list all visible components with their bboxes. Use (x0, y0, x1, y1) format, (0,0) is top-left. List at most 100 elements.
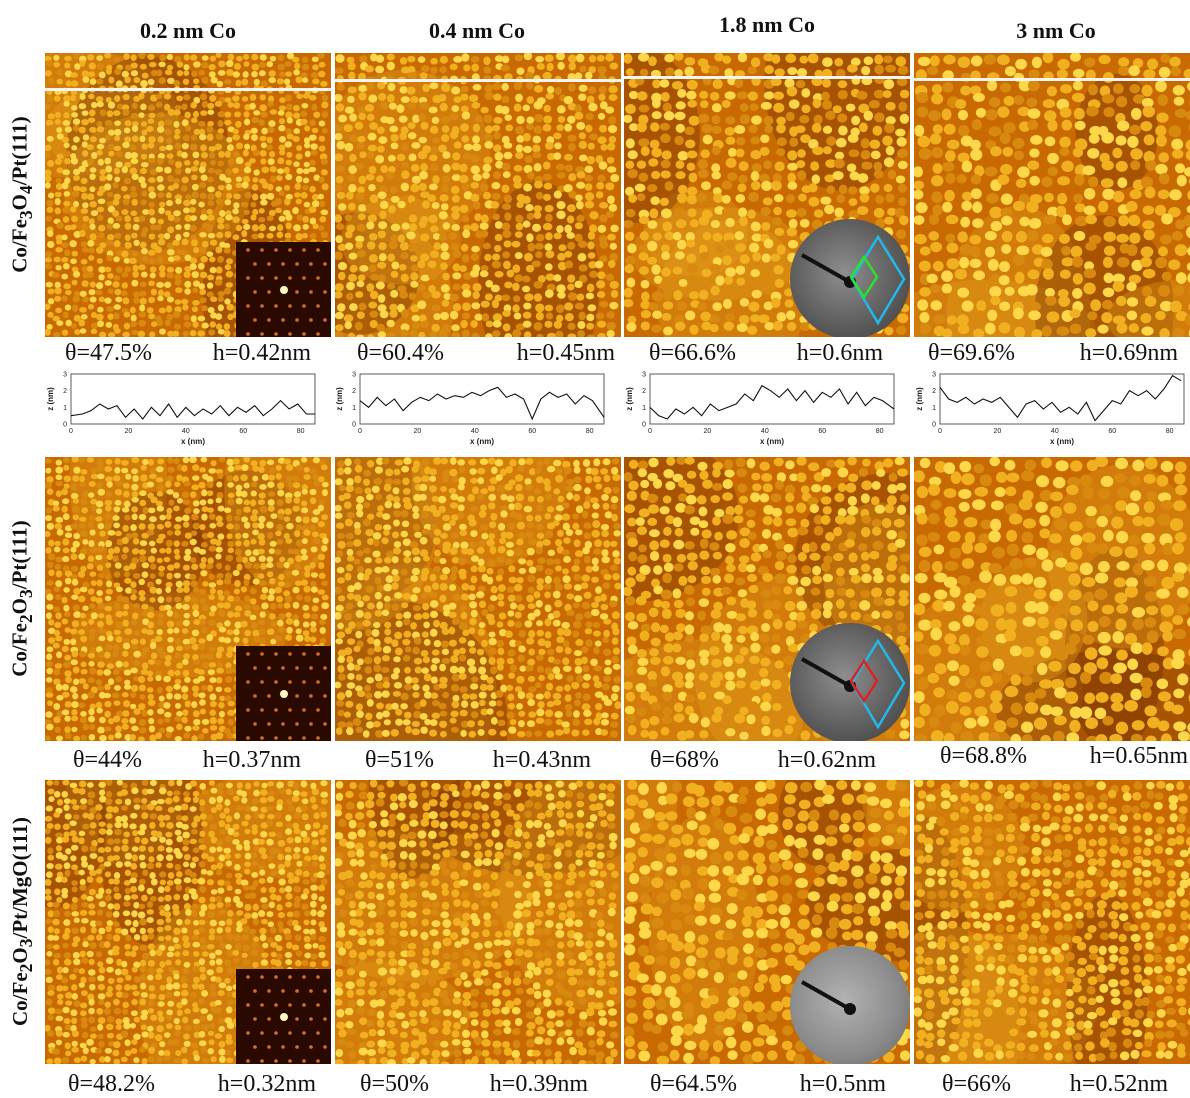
x-tick-label: 60 (818, 428, 826, 435)
substrate-unit-cell (852, 641, 904, 727)
x-tick-label: 0 (69, 428, 73, 435)
x-axis-label: x (nm) (1050, 437, 1074, 446)
scan-line (45, 88, 331, 91)
y-tick-label: 3 (352, 372, 356, 379)
stm-topography (914, 457, 1190, 741)
caption-r1c2: θ=60.4%h=0.45nm (357, 340, 615, 367)
scan-line (624, 76, 910, 79)
leed-pattern-inset (790, 219, 910, 337)
plot-frame (360, 374, 604, 424)
caption-r3c3: θ=64.5%h=0.5nm (650, 1071, 886, 1098)
x-tick-label: 40 (471, 428, 479, 435)
stm-topography (914, 53, 1190, 337)
caption-r2c2: θ=51%h=0.43nm (365, 747, 591, 774)
y-tick-label: 1 (642, 405, 646, 412)
x-tick-label: 60 (1108, 428, 1116, 435)
column-title-0-4nm: 0.4 nm Co (334, 18, 620, 44)
caption-r3c4: θ=66%h=0.52nm (942, 1071, 1168, 1098)
fft-center-spot (280, 1013, 288, 1021)
stm-image-r3c2 (335, 780, 621, 1064)
column-title-1-8nm: 1.8 nm Co (624, 12, 910, 38)
y-tick-label: 0 (63, 422, 67, 429)
x-tick-label: 80 (1166, 428, 1174, 435)
column-title-3nm: 3 nm Co (913, 18, 1190, 44)
fft-inset (236, 646, 331, 741)
scan-line (914, 78, 1190, 81)
x-axis-label: x (nm) (470, 437, 494, 446)
stm-image-r1c1 (45, 53, 331, 337)
column-title-0-2nm: 0.2 nm Co (45, 18, 331, 44)
stm-image-r3c3 (624, 780, 910, 1064)
caption-r1c3: θ=66.6%h=0.6nm (649, 340, 883, 367)
plot-frame (940, 374, 1184, 424)
height-profile-line (71, 401, 315, 419)
substrate-unit-cell (852, 237, 904, 323)
height-profile-line (650, 386, 894, 419)
x-tick-label: 40 (182, 428, 190, 435)
fft-center-spot (280, 286, 288, 294)
x-tick-label: 20 (414, 428, 422, 435)
electron-gun-shadow (802, 659, 848, 685)
leed-pattern-inset (790, 623, 910, 741)
x-axis-label: x (nm) (181, 437, 205, 446)
stm-topography (335, 53, 621, 337)
plot-frame (71, 374, 315, 424)
x-tick-label: 40 (761, 428, 769, 435)
row-label-fe2o3-pt-mgo: Co/Fe2O3/Pt/MgO(111) (2, 780, 42, 1064)
stm-image-r3c1 (45, 780, 331, 1064)
stm-image-r2c1 (45, 457, 331, 741)
y-tick-label: 2 (352, 388, 356, 395)
x-tick-label: 0 (648, 428, 652, 435)
y-axis-label: z (nm) (335, 387, 344, 411)
leed-pattern-inset (790, 946, 910, 1064)
y-tick-label: 2 (932, 388, 936, 395)
x-axis-label: x (nm) (760, 437, 784, 446)
y-tick-label: 0 (932, 422, 936, 429)
caption-r1c4: θ=69.6%h=0.69nm (928, 340, 1178, 367)
y-tick-label: 1 (932, 405, 936, 412)
electron-gun-shadow (802, 982, 848, 1008)
y-axis-label: z (nm) (46, 387, 55, 411)
x-tick-label: 80 (586, 428, 594, 435)
overlayer-unit-cell (851, 661, 877, 701)
x-tick-label: 60 (239, 428, 247, 435)
x-tick-label: 0 (938, 428, 942, 435)
y-tick-label: 1 (63, 405, 67, 412)
stm-image-r1c3 (624, 53, 910, 337)
stm-image-r2c4 (914, 457, 1190, 741)
height-profile-line (940, 376, 1181, 421)
plot-frame (650, 374, 894, 424)
scan-line (335, 79, 621, 82)
caption-r2c4: θ=68.8%h=0.65nm (940, 743, 1188, 770)
x-tick-label: 60 (528, 428, 536, 435)
y-tick-label: 3 (932, 372, 936, 379)
caption-r3c1: θ=48.2%h=0.32nm (68, 1071, 316, 1098)
stm-image-r2c2 (335, 457, 621, 741)
x-tick-label: 20 (704, 428, 712, 435)
stm-image-r3c4 (914, 780, 1190, 1064)
caption-r1c1: θ=47.5%h=0.42nm (65, 340, 311, 367)
stm-topography (335, 457, 621, 741)
x-tick-label: 20 (125, 428, 133, 435)
stm-image-r1c4 (914, 53, 1190, 337)
caption-r2c1: θ=44%h=0.37nm (73, 747, 301, 774)
caption-r2c3: θ=68%h=0.62nm (650, 747, 876, 774)
stm-image-r1c2 (335, 53, 621, 337)
stm-image-r2c3 (624, 457, 910, 741)
y-tick-label: 0 (352, 422, 356, 429)
y-tick-label: 2 (63, 388, 67, 395)
fft-inset (236, 242, 331, 337)
x-tick-label: 0 (358, 428, 362, 435)
y-axis-label: z (nm) (625, 387, 634, 411)
x-tick-label: 80 (876, 428, 884, 435)
y-axis-label: z (nm) (915, 387, 924, 411)
x-tick-label: 20 (994, 428, 1002, 435)
y-tick-label: 3 (642, 372, 646, 379)
fft-inset (236, 969, 331, 1064)
caption-r3c2: θ=50%h=0.39nm (360, 1071, 588, 1098)
x-tick-label: 40 (1051, 428, 1059, 435)
x-tick-label: 80 (297, 428, 305, 435)
